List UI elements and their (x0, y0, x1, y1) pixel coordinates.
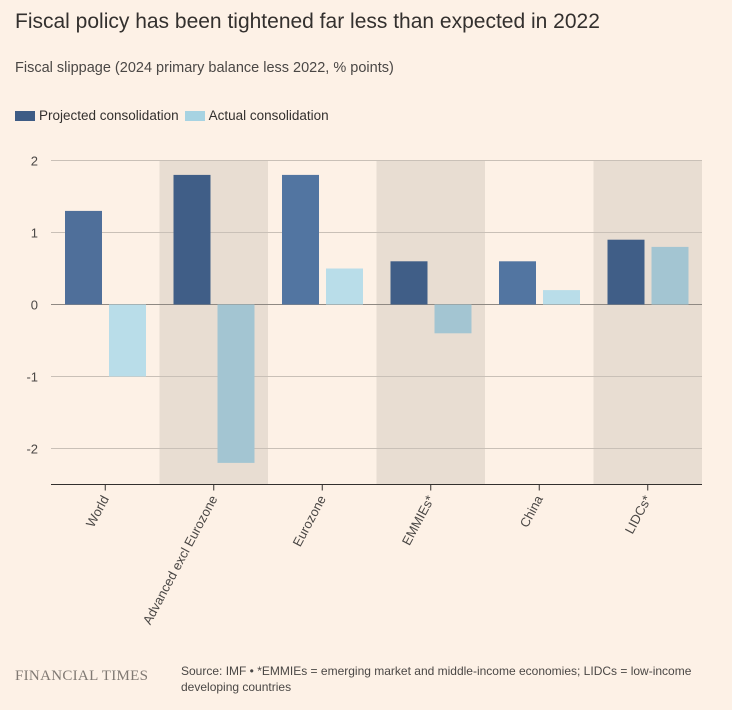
bar-actual (109, 304, 146, 377)
bar-projected (65, 210, 102, 305)
bar-projected (390, 261, 428, 305)
bar-projected (282, 174, 319, 305)
source-note: Source: IMF • *EMMIEs = emerging market … (181, 664, 692, 694)
chart-title: Fiscal policy has been tightened far les… (15, 10, 600, 33)
x-tick-label: China (517, 492, 547, 530)
ft-logo: FINANCIAL TIMES (15, 668, 149, 684)
x-tick-label: EMMIEs* (399, 493, 438, 548)
bar-actual (326, 268, 363, 305)
y-tick-label: -1 (26, 370, 38, 385)
y-tick-label: -2 (26, 442, 38, 457)
bar-actual (651, 246, 689, 305)
bar-actual (434, 304, 472, 334)
y-tick-label: 2 (31, 154, 38, 169)
bar-actual (543, 290, 580, 305)
y-tick-label: 0 (31, 298, 38, 313)
legend-item-projected: Projected consolidation (15, 108, 179, 123)
x-tick-label: Eurozone (290, 493, 329, 549)
legend-item-actual: Actual consolidation (184, 108, 329, 123)
bar-projected (173, 174, 211, 305)
chart-subtitle: Fiscal slippage (2024 primary balance le… (15, 60, 394, 76)
x-tick-label: Advanced excl Eurozone (140, 493, 221, 627)
bar-chart: 2 1 0 -1 -2 World Advanced excl Eurozone Eurozo… (26, 154, 702, 627)
legend-label-actual: Actual consolidation (208, 108, 329, 123)
bar-projected (607, 239, 645, 305)
legend: Projected consolidation Actual consolida… (15, 108, 335, 123)
y-tick-label: 1 (31, 226, 38, 241)
bar-actual (217, 304, 255, 463)
legend-swatch-projected (15, 110, 35, 121)
x-tick-label: World (83, 493, 112, 530)
legend-swatch-actual (184, 110, 205, 121)
bar-projected (499, 261, 536, 305)
legend-label-projected: Projected consolidation (39, 108, 179, 123)
category-shade (593, 160, 702, 485)
x-tick-label: LIDCs* (622, 493, 655, 536)
